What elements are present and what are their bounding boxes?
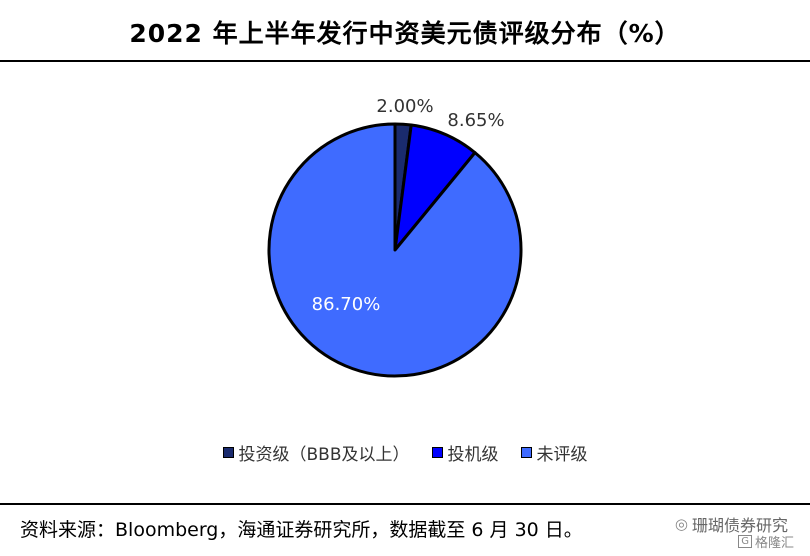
watermark-logo: G <box>738 535 752 548</box>
legend-item-unrated: 未评级 <box>520 440 588 465</box>
wechat-icon: ◎ <box>674 515 688 533</box>
chart-title: 2022 年上半年发行中资美元债评级分布（%） <box>129 19 681 48</box>
chart-legend: 投资级（BBB及以上） 投机级 未评级 <box>0 440 810 465</box>
title-divider <box>0 60 810 62</box>
legend-swatch-investment-grade <box>222 447 234 458</box>
watermark-sub: G 格隆汇 <box>738 532 794 551</box>
legend-swatch-unrated <box>520 447 532 458</box>
slice-unrated <box>267 122 523 378</box>
source-divider <box>0 503 810 505</box>
legend-swatch-speculative-grade <box>431 447 443 458</box>
pie-chart: 2.00% 8.65% 86.70% <box>267 96 523 378</box>
data-label-investment-grade: 2.00% <box>376 96 433 117</box>
legend-label-speculative-grade: 投机级 <box>447 445 499 465</box>
data-label-unrated: 86.70% <box>312 294 381 315</box>
watermark-sub-text: 格隆汇 <box>754 536 794 551</box>
source-note: 资料来源：Bloomberg，海通证券研究所，数据截至 6 月 30 日。 <box>20 519 583 541</box>
watermark-text: 珊瑚债券研究 <box>691 516 788 535</box>
data-label-speculative-grade: 8.65% <box>447 110 504 131</box>
legend-label-unrated: 未评级 <box>536 445 588 465</box>
legend-item-investment-grade: 投资级（BBB及以上） <box>222 440 410 465</box>
watermark: ◎ 珊瑚债券研究 <box>674 512 788 536</box>
legend-label-investment-grade: 投资级（BBB及以上） <box>238 445 410 465</box>
legend-item-speculative-grade: 投机级 <box>431 440 499 465</box>
